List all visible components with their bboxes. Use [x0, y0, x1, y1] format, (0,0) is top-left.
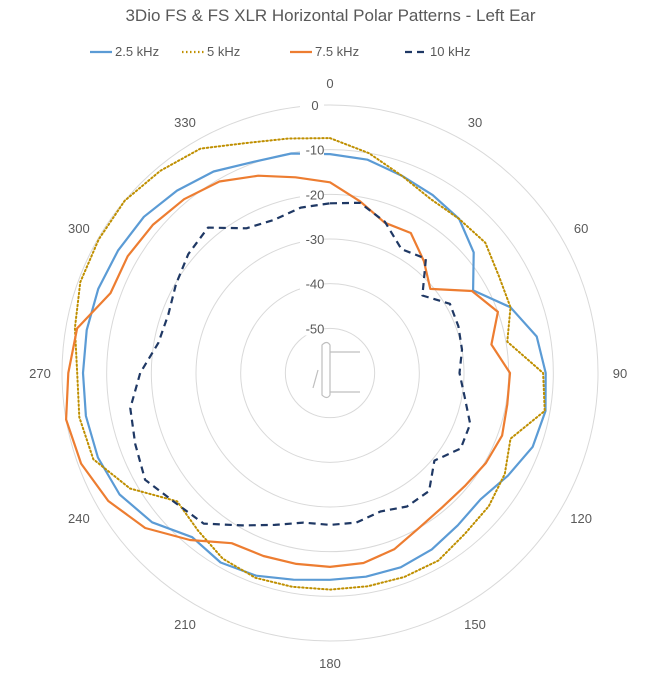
- legend-swatch: [90, 50, 112, 53]
- series-layer: [64, 137, 547, 591]
- angle-tick-label: 240: [68, 511, 90, 526]
- series-line-7-5-khz: [64, 174, 512, 569]
- radial-tick-label: -30: [306, 232, 325, 247]
- angle-tick-label: 0: [326, 76, 333, 91]
- legend: 2.5 kHz 5 kHz 7.5 kHz 10 kHz: [0, 44, 661, 64]
- radial-label-bg: [300, 275, 324, 291]
- angle-tick-label: 300: [68, 221, 90, 236]
- grid-ring: [61, 104, 599, 642]
- angle-tick-label: 270: [29, 366, 51, 381]
- radial-tick-label: -20: [306, 187, 325, 202]
- legend-item: 2.5 kHz: [90, 44, 159, 59]
- legend-swatch: [405, 50, 427, 53]
- grid-ring: [240, 283, 420, 463]
- radial-label-bg: [300, 320, 324, 336]
- radial-tick-label: -40: [306, 277, 325, 292]
- angle-tick-label: 30: [468, 115, 482, 130]
- legend-item: 7.5 kHz: [290, 44, 359, 59]
- series-line-10-khz: [129, 201, 472, 527]
- headphone-icon: [312, 341, 360, 399]
- legend-label: 2.5 kHz: [115, 44, 160, 59]
- legend-item: 10 kHz: [405, 44, 470, 59]
- radial-label-bg: [300, 97, 324, 112]
- grid-ring: [284, 327, 376, 419]
- angle-tick-label: 60: [574, 221, 588, 236]
- legend-swatch: [290, 50, 312, 53]
- series-line-5-khz: [73, 137, 546, 591]
- radial-label-bg: [300, 141, 324, 157]
- radial-label-bg: [300, 186, 324, 202]
- radial-label-bg: [300, 231, 324, 246]
- radial-tick-label: -50: [306, 321, 325, 336]
- angle-tick-label: 330: [174, 115, 196, 130]
- grid-ring: [150, 193, 510, 553]
- legend-label: 5 kHz: [207, 44, 241, 59]
- legend-label: 7.5 kHz: [315, 44, 360, 59]
- legend-item: 5 kHz: [182, 44, 240, 59]
- angle-tick-label: 210: [174, 617, 196, 632]
- legend-swatch: [182, 50, 204, 53]
- legend-label: 10 kHz: [430, 44, 471, 59]
- angle-tick-label: 120: [570, 511, 592, 526]
- angle-tick-label: 150: [464, 617, 486, 632]
- labels-layer: 0 30 60 90 120 150 180 210 240 270 300 330 0 -10 -20 -3…: [29, 76, 627, 671]
- radial-tick-label: 0: [311, 98, 318, 113]
- series-line-2-5-khz: [81, 152, 547, 581]
- grid-ring: [195, 238, 465, 508]
- radial-tick-label: -10: [306, 143, 325, 158]
- angle-tick-label: 180: [319, 656, 341, 671]
- angle-tick-label: 90: [613, 366, 627, 381]
- chart-title: 3Dio FS & FS XLR Horizontal Polar Patter…: [125, 6, 536, 25]
- grid: [61, 104, 599, 642]
- grid-ring: [106, 149, 554, 597]
